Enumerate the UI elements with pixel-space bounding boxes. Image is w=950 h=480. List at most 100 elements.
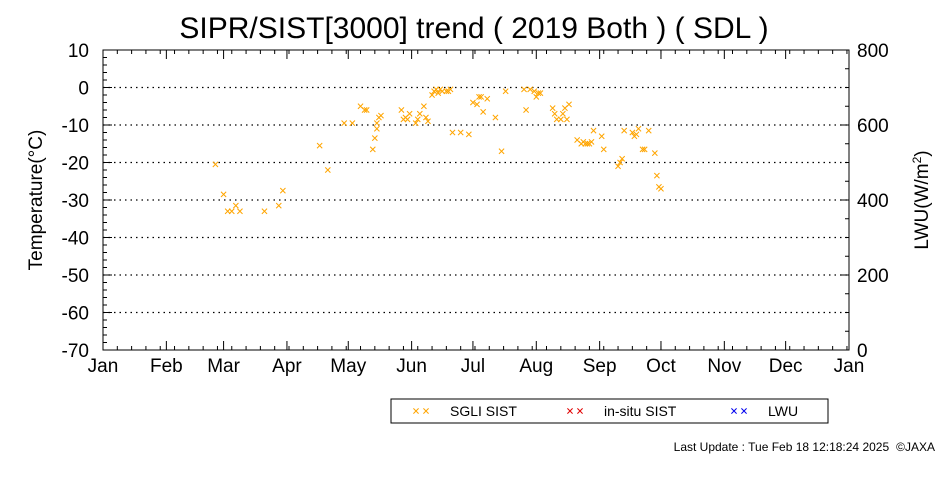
y2-axis-label: LWU(W/m2) [910,150,933,249]
data-point [523,107,530,113]
data-point [492,114,499,121]
data-point [651,150,658,157]
legend-label: in-situ SIST [604,403,677,419]
data-point [502,88,509,95]
data-point [373,120,380,127]
data-point [480,108,487,115]
data-point [435,90,442,97]
data-point [420,103,427,110]
data-point [361,107,368,113]
data-point [406,110,413,117]
data-point [316,142,323,149]
data-point [559,110,566,117]
data-point [369,146,376,153]
data-point [478,93,485,100]
data-point [429,92,436,98]
legend-label: LWU [768,403,798,419]
y-axis-label: Temperature(°C) [26,130,47,271]
data-point [498,148,505,155]
data-point [566,101,572,108]
data-point [537,90,544,97]
x-tick-label: Sep [583,356,617,377]
data-point [378,112,384,119]
data-point [412,120,419,127]
data-point [363,107,370,113]
x-tick-label: Mar [207,356,240,377]
data-point [619,155,626,162]
data-point [371,135,378,142]
legend-marker [741,408,747,414]
data-point [598,133,605,140]
y-tick-label: -70 [62,341,89,362]
data-point [443,88,450,95]
last-update: Last Update : Tue Feb 18 12:18:24 2025 [674,440,890,454]
legend-marker [577,408,583,414]
data-point [531,88,538,95]
data-point [557,116,564,123]
data-point [600,146,607,153]
data-point [449,129,456,136]
data-point [261,208,268,215]
legend [390,398,829,424]
data-point [549,105,556,112]
y-tick-label: -40 [62,229,89,250]
data-point [639,146,646,153]
x-tick-label: Jul [461,356,485,377]
data-point [535,90,542,97]
data-point [398,107,405,113]
x-tick-label: May [330,356,366,377]
y2-tick-label: 600 [857,116,889,137]
plot-frame [102,49,850,351]
data-point [422,114,429,121]
data-point [236,208,243,215]
data-points [212,86,664,215]
y2-label-sup: 2 [910,156,924,163]
data-point [641,146,648,153]
data-point [551,110,558,117]
copyright: ©JAXA [896,440,935,454]
footer-text: Last Update : Tue Feb 18 12:18:24 2025 ©J… [674,440,935,454]
data-point [629,129,636,136]
data-point [521,86,527,93]
data-point [653,172,660,179]
grid [103,86,849,314]
data-point [373,125,380,132]
data-point [484,95,491,102]
data-point [404,116,411,123]
data-point [469,99,476,106]
data-point [588,138,595,145]
data-point [584,140,591,147]
y-tick-label: -10 [62,116,89,137]
legend-marker [567,408,573,414]
legend-items: SGLI SIST in-situ SIST LWU [413,403,798,419]
data-point [658,185,664,192]
axis-ticks: 100-10-20-30-40-50-60-708006004002000Jan… [62,41,889,377]
data-point [220,191,227,198]
data-point [474,101,480,108]
data-point [324,167,331,173]
x-tick-label: Jan [834,356,865,377]
y-tick-label: -30 [62,191,89,212]
data-point [590,127,597,134]
legend-marker [731,408,737,414]
chart-title: SIPR/SIST[3000] trend ( 2019 Both ) ( SD… [179,12,768,45]
data-point [279,187,286,194]
data-point [457,129,464,136]
x-tick-label: Feb [150,356,183,377]
x-tick-label: Jun [396,356,427,377]
y2-label-tail: ) [912,150,933,156]
y-tick-label: 10 [68,41,89,62]
data-point [425,118,431,125]
data-point [617,159,624,166]
data-point [232,202,239,209]
data-point [476,93,483,100]
y-tick-label: -20 [62,154,89,175]
data-point [645,127,652,134]
data-point [275,202,282,209]
data-point [621,127,628,134]
data-point [635,125,642,132]
y2-label-main: LWU(W/m [912,163,933,249]
data-point [416,110,423,117]
x-tick-label: Jan [88,356,119,377]
